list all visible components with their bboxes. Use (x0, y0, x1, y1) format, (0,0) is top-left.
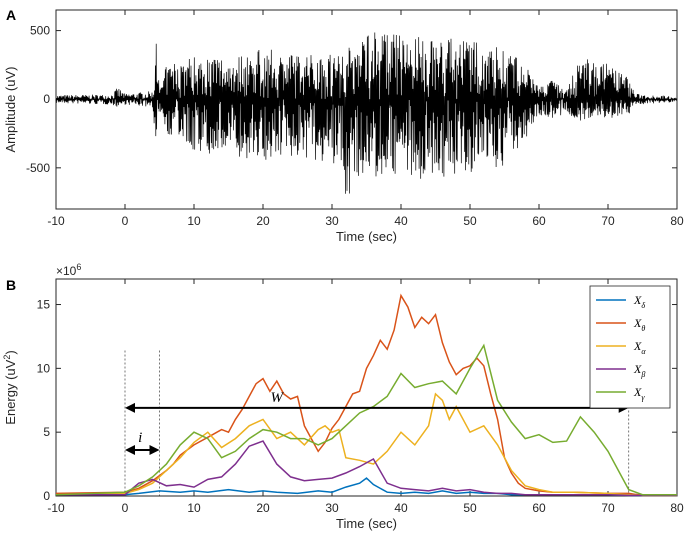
legend-label-1: Xθ (633, 316, 645, 333)
legend-label-main: X (633, 385, 642, 399)
y-tick-label: -500 (26, 161, 50, 175)
y-axis-label-end: ) (3, 350, 18, 354)
x-tick-label: 0 (122, 214, 129, 228)
panel-a-label: A (6, 7, 16, 23)
x-tick-label: 20 (256, 214, 270, 228)
y-exponent-power: 6 (76, 262, 81, 272)
legend-label-main: X (633, 362, 642, 376)
x-tick-label: 80 (670, 214, 684, 228)
x-tick-label: -10 (47, 214, 65, 228)
window-w-label: W (271, 390, 285, 406)
y-axis-label: Energy (uV2) (2, 350, 18, 424)
x-tick-label: 10 (187, 501, 201, 515)
y-axis-label-main: Energy (uV (3, 359, 18, 424)
legend-label-4: Xγ (633, 385, 645, 402)
interval-i-arrowhead-left (125, 445, 135, 456)
interval-i-label: i (138, 430, 142, 446)
series-line-3 (56, 440, 677, 497)
x-tick-label: 40 (394, 214, 408, 228)
x-tick-label: 20 (256, 501, 270, 515)
interval-i-arrowhead-right (149, 445, 160, 456)
y-axis-label: Amplitude (uV) (3, 67, 18, 153)
x-tick-label: 0 (122, 501, 129, 515)
legend-label-sub: θ (641, 324, 645, 333)
series-line-0 (56, 477, 677, 497)
window-w-arrowhead-left (125, 402, 135, 413)
x-tick-label: -10 (47, 501, 65, 515)
y-axis-label-sup: 2 (2, 355, 12, 360)
legend-label-main: X (633, 293, 642, 307)
x-axis-label: Time (sec) (336, 229, 397, 244)
x-tick-label: 10 (187, 214, 201, 228)
legend-label-3: Xβ (633, 362, 645, 379)
plot-frame (55, 278, 678, 497)
legend-label-sub: δ (641, 301, 645, 310)
y-tick-label: 0 (43, 92, 50, 106)
legend-box (589, 285, 671, 409)
x-tick-label: 50 (463, 501, 477, 515)
legend-label-sub: α (641, 347, 646, 356)
x-tick-label: 30 (325, 214, 339, 228)
x-tick-label: 70 (601, 501, 615, 515)
x-tick-label: 30 (325, 501, 339, 515)
y-tick-label: 15 (37, 298, 51, 312)
x-tick-label: 50 (463, 214, 477, 228)
y-exponent-base: ×10 (56, 264, 77, 278)
x-tick-label: 70 (601, 214, 615, 228)
y-tick-label: 500 (30, 24, 50, 38)
y-tick-label: 0 (43, 489, 50, 503)
series-line-1 (55, 293, 677, 497)
legend-label-0: Xδ (633, 293, 645, 310)
legend-label-sub: γ (641, 393, 645, 402)
eeg-signal-line (55, 32, 677, 194)
y-tick-label: 5 (43, 425, 50, 439)
y-exponent-label: ×106 (56, 262, 81, 278)
legend-label-main: X (633, 339, 642, 353)
panel-b-label: B (6, 277, 16, 293)
x-tick-label: 60 (532, 214, 546, 228)
panel-a-chart: -10 0 10 20 30 40 50 60 70 80 -500 0 500 Time (sec) Am… (3, 9, 684, 244)
x-tick-label: 40 (394, 501, 408, 515)
x-tick-label: 80 (670, 501, 684, 515)
legend-label-main: X (633, 316, 642, 330)
legend-label-2: Xα (633, 339, 646, 356)
legend-label-sub: β (640, 370, 645, 379)
x-axis-label: Time (sec) (336, 516, 397, 531)
series-line-4 (55, 343, 677, 496)
y-tick-label: 10 (37, 361, 51, 375)
plot-frame (55, 9, 678, 210)
x-tick-label: 60 (532, 501, 546, 515)
